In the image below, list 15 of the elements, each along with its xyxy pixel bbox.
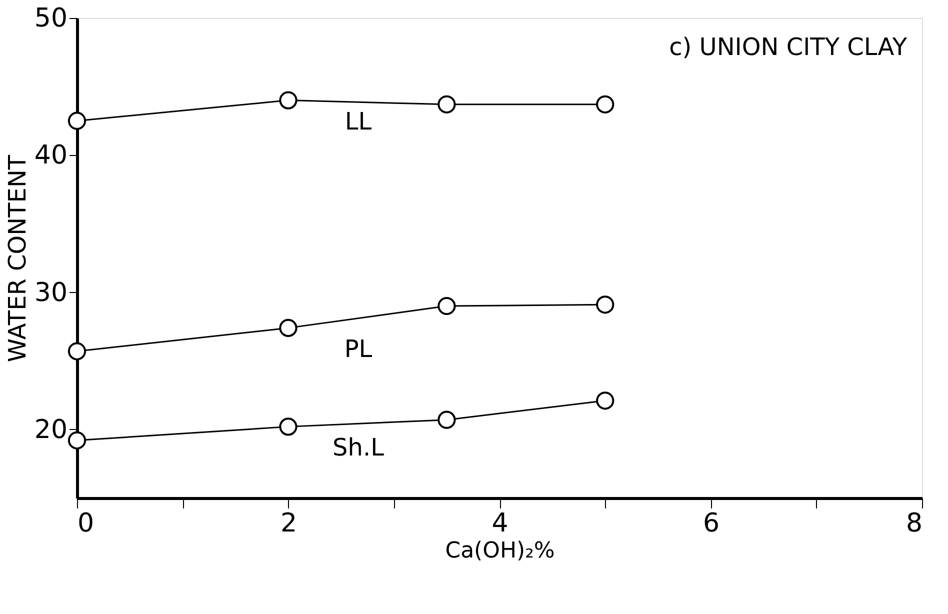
x-tick-label: 0 xyxy=(78,508,94,538)
y-axis-title: WATER CONTENT xyxy=(3,154,32,362)
y-tick-label: 40 xyxy=(34,140,68,171)
series-label: LL xyxy=(344,107,372,136)
x-tick-label: 6 xyxy=(702,508,720,538)
y-tick-label: 30 xyxy=(34,278,68,308)
y-tick-label: 50 xyxy=(34,4,68,34)
x-tick-label: 2 xyxy=(280,508,298,538)
x-tick-label: 4 xyxy=(492,508,508,538)
annotation: c) UNION CITY CLAY xyxy=(669,33,908,61)
y-tick-label: 20 xyxy=(34,414,68,445)
series-label: Sh.L xyxy=(332,434,385,462)
series-label: PL xyxy=(344,334,373,363)
x-axis-title: Ca(OH)₂% xyxy=(445,538,555,564)
x-tick-label: 8 xyxy=(906,508,922,538)
